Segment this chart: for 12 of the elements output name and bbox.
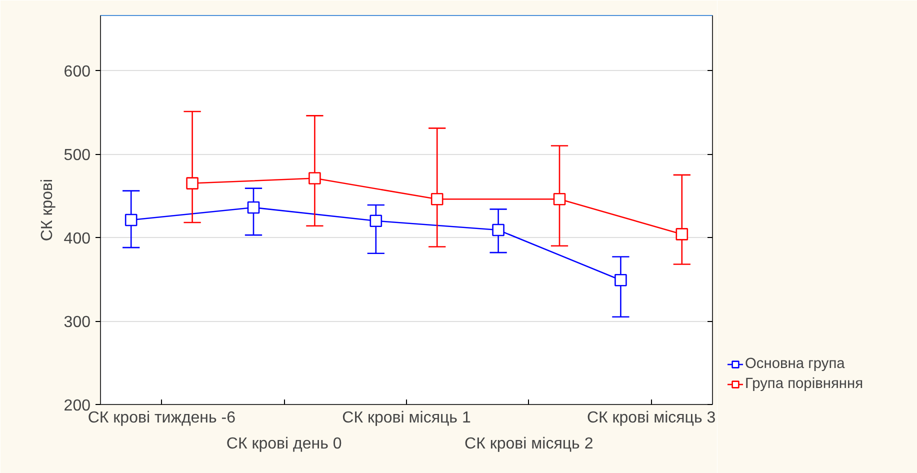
y-tick-label: 600 bbox=[64, 64, 91, 81]
x-tick-label: СК крові місяць 3 bbox=[586, 410, 716, 426]
y-tick-label: 500 bbox=[64, 147, 91, 164]
legend-label: Група порівняння bbox=[745, 376, 864, 392]
x-tick-label: СК крові тиждень -6 bbox=[88, 410, 236, 426]
x-tick-label: СК крові місяць 1 bbox=[342, 410, 471, 426]
x-tick-label: СК крові місяць 2 bbox=[464, 436, 594, 452]
legend-label: Основна група bbox=[745, 356, 845, 372]
y-axis-title: СК крові bbox=[38, 178, 56, 242]
x-tick-label: СК крові день 0 bbox=[226, 436, 342, 452]
y-tick-label: 300 bbox=[64, 314, 91, 332]
y-tick-label: 400 bbox=[64, 230, 91, 248]
